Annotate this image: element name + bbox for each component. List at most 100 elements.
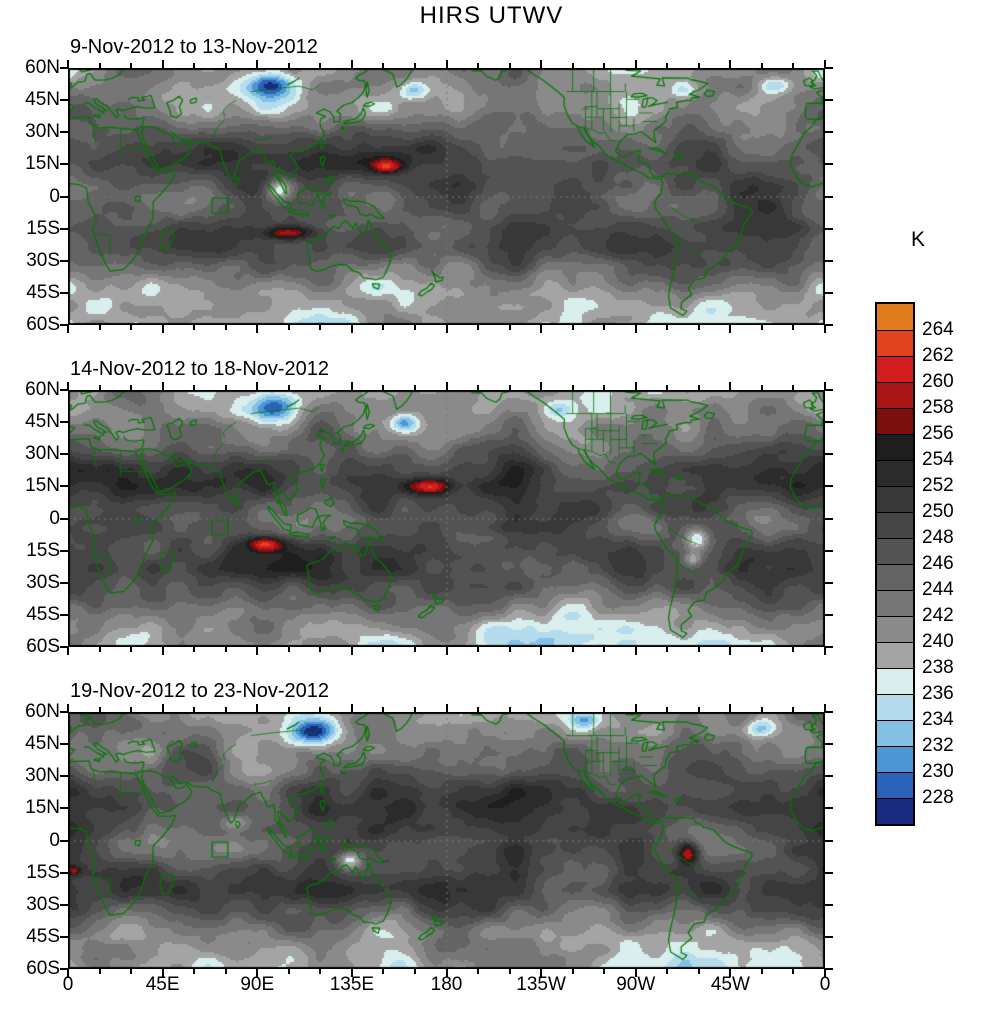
axis-tick [540,647,543,655]
axis-tick [319,325,322,330]
axis-tick [224,385,227,390]
colorbar-divider [877,746,913,747]
axis-tick [825,291,833,294]
axis-tick [350,382,353,390]
lat-tick-label: 45S [26,603,60,625]
axis-tick [825,324,833,326]
axis-tick [161,60,164,68]
axis-tick [60,421,68,424]
colorbar-tick-label: 256 [922,423,954,444]
axis-tick [825,581,833,584]
axis-tick [825,99,833,102]
colorbar-divider [877,720,913,721]
axis-tick [319,647,322,652]
colorbar-segment [877,694,913,720]
axis-tick [98,647,101,652]
axis-tick [382,969,385,974]
axis-tick [193,63,196,68]
colorbar-tick-label: 232 [922,735,954,756]
colorbar-segment [877,668,913,694]
axis-tick [60,743,68,746]
colorbar-segment [877,590,913,616]
lat-tick-label: 15N [25,153,60,175]
axis-tick [60,613,68,616]
colorbar-divider [877,330,913,331]
axis-tick [540,325,543,333]
axis-tick [792,63,795,68]
figure-title: HIRS UTWV [419,2,564,29]
axis-tick [130,969,133,974]
axis-tick [825,227,833,230]
axis-tick [445,647,448,655]
colorbar-divider [877,486,913,487]
colorbar-segment [877,798,913,824]
axis-tick [666,325,669,330]
colorbar-segment [877,408,913,434]
axis-tick [697,969,700,974]
axis-tick [256,969,259,977]
lat-tick-label: 45S [26,925,60,947]
lat-tick-label: 60S [26,636,60,657]
axis-tick [825,453,833,456]
axis-tick [256,325,259,333]
axis-tick [224,63,227,68]
axis-tick [508,969,511,974]
colorbar-tick-label: 244 [922,579,954,600]
axis-tick [792,707,795,712]
axis-tick [287,325,290,330]
axis-tick [825,389,833,391]
axis-tick [508,385,511,390]
axis-tick [350,647,353,655]
axis-tick [792,969,795,974]
colorbar-segment [877,356,913,382]
axis-tick [666,969,669,974]
lat-tick-label: 30N [25,443,60,465]
axis-tick [666,63,669,68]
axis-tick [603,63,606,68]
axis-tick [224,325,227,330]
colorbar-tick-label: 252 [922,475,954,496]
axis-tick [287,969,290,974]
lat-tick-label: 0 [49,507,60,529]
lon-tick-label: 45E [145,974,180,995]
colorbar-divider [877,434,913,435]
axis-tick [319,385,322,390]
axis-tick [825,195,833,198]
axis-tick [729,704,732,712]
axis-tick [98,385,101,390]
colorbar-segment [877,564,913,590]
colorbar-divider [877,408,913,409]
lon-tick-label: 0 [62,974,74,995]
lat-tick-label: 15N [25,475,60,497]
axis-tick [350,60,353,68]
lat-tick-label: 15N [25,797,60,819]
colorbar-divider [877,798,913,799]
colorbar-tick-label: 264 [922,319,954,340]
axis-tick [193,325,196,330]
colorbar-segment [877,720,913,746]
axis-tick [319,969,322,974]
axis-tick [60,324,68,326]
colorbar-tick-label: 248 [922,527,954,548]
axis-tick [824,60,826,68]
axis-tick [256,60,259,68]
axis-tick [350,325,353,333]
axis-tick [287,707,290,712]
axis-tick [825,743,833,746]
axis-tick [792,385,795,390]
axis-tick [67,325,69,333]
axis-tick [60,99,68,102]
lon-tick-label: 135E [329,974,375,995]
axis-tick [603,325,606,330]
lat-tick-label: 60N [25,701,60,722]
lat-tick-label: 60S [26,958,60,979]
axis-tick [98,969,101,974]
lat-tick-label: 15S [26,861,60,883]
colorbar-divider [877,356,913,357]
axis-tick [571,385,574,390]
axis-tick [477,325,480,330]
axis-tick [571,969,574,974]
panel-2-subtitle: 14-Nov-2012 to 18-Nov-2012 [70,358,330,380]
axis-tick [98,707,101,712]
axis-tick [825,163,833,166]
